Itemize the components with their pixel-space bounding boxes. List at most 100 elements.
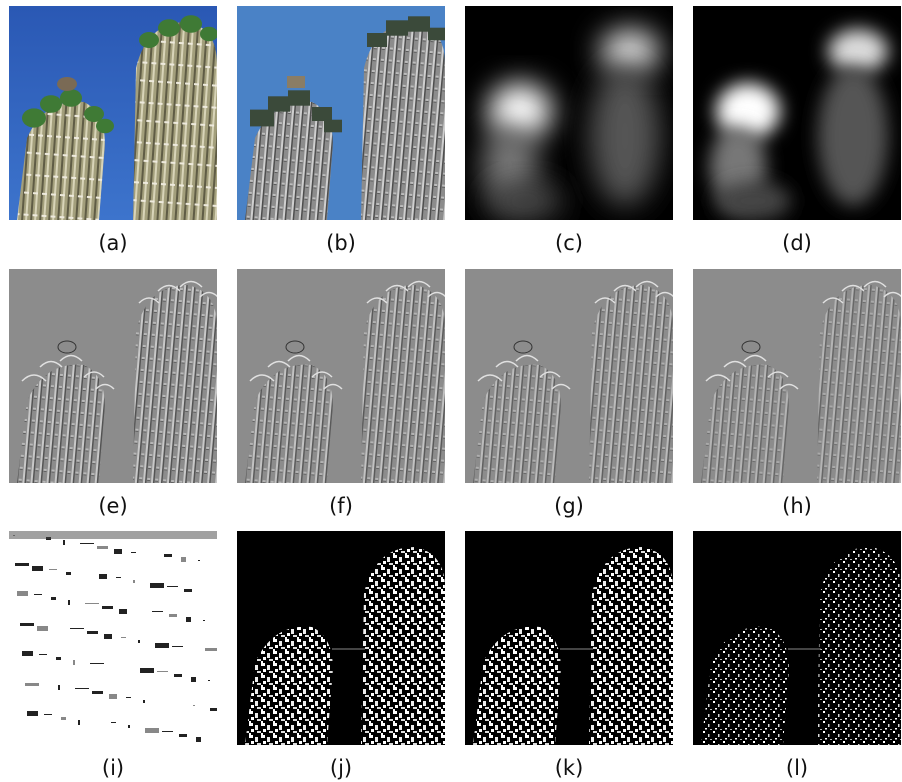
artifact <box>109 694 117 699</box>
artifact <box>66 572 71 575</box>
artifact <box>102 606 113 609</box>
artifact <box>61 717 66 720</box>
cactus <box>589 285 673 483</box>
artifact <box>70 628 84 629</box>
cactus-top <box>200 27 218 41</box>
artifact <box>191 677 196 682</box>
cactus <box>133 22 217 220</box>
cactus-top <box>139 32 159 48</box>
panel-label: (j) <box>330 756 352 780</box>
artifact <box>121 637 126 638</box>
artifact <box>25 683 39 686</box>
panel-label: (k) <box>555 756 584 780</box>
artifact <box>150 583 164 588</box>
artifact <box>85 603 99 604</box>
artifact <box>193 705 195 706</box>
artifact <box>58 685 60 690</box>
bird <box>287 76 305 88</box>
artifact <box>143 700 145 703</box>
cactus-top <box>158 19 180 37</box>
artifact <box>172 646 183 647</box>
cactus-top <box>96 119 114 133</box>
artifact <box>174 674 182 677</box>
blur-blob <box>600 29 660 73</box>
panel-image <box>693 531 901 745</box>
artifact <box>22 651 33 656</box>
panel-image <box>9 6 218 220</box>
artifact <box>157 671 168 672</box>
cactus <box>133 285 217 483</box>
artifact <box>203 620 205 621</box>
cactus-top <box>180 15 202 33</box>
cactus <box>361 547 445 745</box>
artifact <box>140 668 154 673</box>
panel-label: (e) <box>98 494 127 518</box>
panel-image <box>693 6 901 221</box>
panel-image <box>237 269 446 483</box>
artifact <box>198 560 200 561</box>
artifact <box>32 566 43 571</box>
artifact <box>111 722 116 723</box>
artifact <box>114 549 122 554</box>
panel-label: (l) <box>786 756 808 780</box>
cactus-top <box>268 96 290 111</box>
artifact <box>138 640 140 643</box>
artifact <box>75 688 89 689</box>
artifact <box>63 540 65 545</box>
cactus-top <box>250 110 274 127</box>
panel-label: (b) <box>326 231 356 255</box>
artifact <box>44 714 52 715</box>
artifact <box>205 648 219 651</box>
panel-image <box>9 269 218 483</box>
artifact <box>17 591 28 596</box>
cactus-top <box>312 107 332 121</box>
cactus-top <box>367 33 387 47</box>
cactus <box>361 22 445 220</box>
artifact <box>179 734 187 737</box>
panel-image <box>9 531 224 745</box>
page: (a)(b)(c)(d)(e)(f)(g)(h)(i)(j)(k)(l) (()… <box>0 0 902 782</box>
cactus <box>361 285 445 483</box>
bird <box>57 77 77 91</box>
background <box>9 531 217 745</box>
artifact <box>145 728 159 733</box>
blur-blob <box>715 181 791 221</box>
artifact <box>155 643 169 648</box>
cactus-top <box>60 89 82 107</box>
artifact <box>181 557 186 562</box>
artifact <box>92 691 103 694</box>
cactus-top <box>288 90 310 105</box>
panel-image <box>237 531 445 745</box>
artifact <box>90 663 104 664</box>
blur-blob <box>590 66 660 206</box>
artifact <box>39 654 47 655</box>
panel-image <box>465 531 673 745</box>
artifact <box>51 597 56 600</box>
artifact <box>169 614 177 617</box>
artifact <box>167 586 178 587</box>
blur-blob <box>818 66 888 206</box>
artifact <box>128 725 130 728</box>
artifact <box>210 708 224 711</box>
artifact <box>119 609 127 614</box>
blur-blob <box>828 29 888 73</box>
cactus <box>817 285 901 483</box>
panel-image <box>465 6 673 221</box>
panel-label: (f) <box>329 494 353 518</box>
artifact <box>27 711 38 716</box>
artifact <box>80 543 94 544</box>
figure: (a)(b)(c)(d)(e)(f)(g)(h)(i)(j)(k)(l) <box>0 0 902 782</box>
panel-image <box>693 269 902 483</box>
artifact <box>56 657 61 660</box>
artifact <box>68 600 70 605</box>
artifact <box>126 697 131 698</box>
cactus-top <box>22 108 46 127</box>
artifact <box>78 720 80 725</box>
artifact <box>196 737 201 742</box>
cactus-top <box>324 120 342 133</box>
artifact <box>34 594 42 595</box>
artifact <box>186 617 191 622</box>
artifact <box>152 611 163 612</box>
panel-image <box>237 6 446 220</box>
artifact <box>131 552 136 553</box>
